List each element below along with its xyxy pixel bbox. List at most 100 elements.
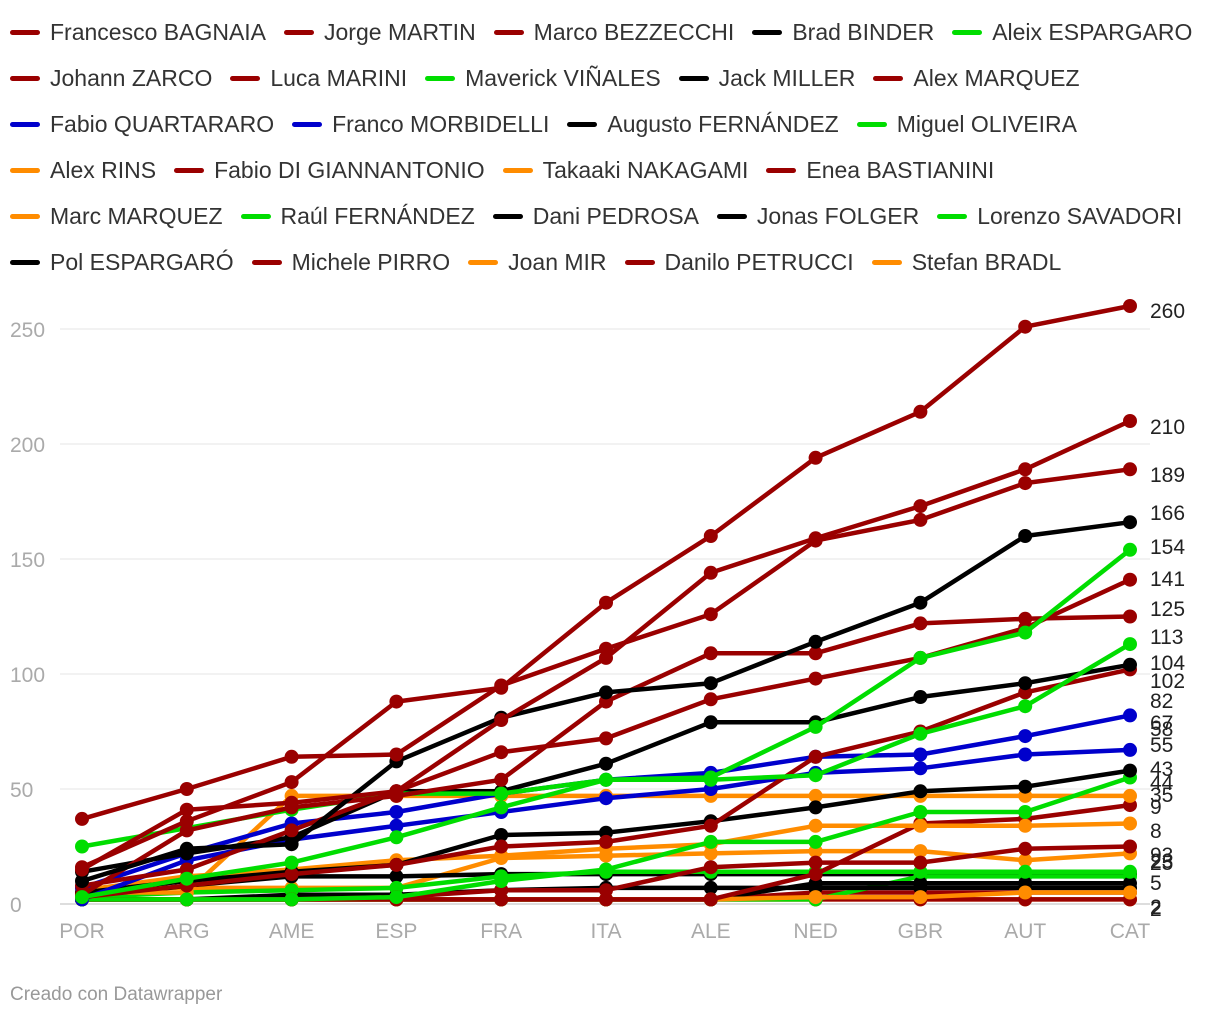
x-tick-label: POR — [59, 920, 105, 943]
data-point — [1123, 299, 1137, 313]
end-value-label: 8 — [1150, 820, 1162, 843]
data-point — [703, 892, 718, 907]
data-point — [1123, 708, 1137, 723]
end-value-label: 55 — [1150, 734, 1173, 757]
series-alex-marquez — [75, 662, 1137, 905]
x-tick-label: NED — [793, 920, 837, 943]
data-point — [913, 818, 928, 833]
data-point — [808, 749, 823, 764]
data-point — [913, 595, 928, 610]
legend-label: Raúl FERNÁNDEZ — [280, 202, 475, 229]
data-point — [1123, 816, 1137, 831]
legend-swatch — [230, 75, 261, 81]
legend-swatch — [10, 121, 40, 127]
end-value-label: 141 — [1150, 568, 1185, 591]
data-point — [75, 874, 89, 888]
data-point — [1123, 515, 1137, 530]
legend-label: Miguel OLIVEIRA — [896, 110, 1077, 137]
legend-item: Enea BASTIANINI — [766, 148, 994, 192]
end-value-label: 9 — [1150, 796, 1162, 819]
legend-label: Brad BINDER — [792, 18, 935, 45]
legend-item: Luca MARINI — [230, 56, 407, 100]
data-point — [703, 880, 718, 895]
data-point — [703, 646, 718, 661]
data-point — [389, 857, 404, 872]
legend-swatch — [468, 259, 499, 265]
end-value-label: 58 — [1150, 718, 1173, 741]
legend-label: Lorenzo SAVADORI — [977, 202, 1183, 229]
data-point — [703, 607, 718, 622]
end-value-label: 2 — [1150, 898, 1162, 921]
end-value-label: 35 — [1150, 784, 1173, 807]
legend-label: Danilo PETRUCCI — [664, 248, 854, 275]
data-point — [1123, 763, 1137, 778]
data-point — [599, 834, 613, 849]
legend-item: Dani PEDROSA — [492, 194, 699, 238]
data-point — [1018, 625, 1033, 640]
data-point — [1018, 729, 1033, 744]
data-point — [913, 726, 928, 741]
data-point — [75, 860, 89, 875]
data-point — [599, 650, 613, 665]
legend-item: Marc MARQUEZ — [10, 194, 223, 238]
data-point — [1018, 779, 1033, 794]
data-point — [599, 791, 613, 806]
legend-item: Johann ZARCO — [10, 56, 212, 100]
legend-label: Fabio QUARTARARO — [50, 110, 275, 137]
y-tick-label: 0 — [10, 894, 22, 917]
data-point — [494, 828, 509, 842]
data-point — [599, 756, 613, 771]
legend-swatch — [937, 213, 968, 219]
end-value-label: 125 — [1150, 598, 1185, 621]
end-value-label: 260 — [1150, 300, 1185, 323]
data-point — [703, 818, 718, 833]
data-point — [284, 823, 299, 838]
x-tick-label: CAT — [1110, 920, 1151, 943]
data-point — [913, 499, 928, 514]
end-value-label: 210 — [1150, 416, 1185, 439]
end-value-label: 189 — [1150, 464, 1185, 487]
data-point — [1018, 818, 1033, 833]
y-tick-label: 100 — [10, 664, 45, 687]
data-point — [1123, 572, 1137, 587]
data-point — [703, 860, 718, 875]
data-point — [1123, 788, 1137, 803]
data-point — [494, 786, 509, 801]
legend-label: Maverick VIÑALES — [465, 64, 661, 91]
data-point — [703, 676, 718, 691]
data-point — [1123, 742, 1137, 757]
data-point — [389, 818, 404, 833]
y-tick-label: 250 — [10, 319, 45, 342]
legend-item: Stefan BRADL — [871, 240, 1061, 284]
data-point — [389, 784, 404, 799]
data-point — [1018, 864, 1033, 879]
data-point — [599, 862, 613, 877]
data-point — [75, 890, 89, 905]
legend-swatch — [492, 213, 523, 219]
legend-label: Takaaki NAKAGAMI — [542, 156, 749, 183]
data-point — [808, 671, 823, 686]
data-point — [494, 745, 509, 760]
legend-swatch — [240, 213, 271, 219]
data-point — [1018, 885, 1033, 900]
legend-label: Jonas FOLGER — [756, 202, 920, 229]
data-point — [1123, 885, 1137, 900]
x-tick-label: ALE — [691, 920, 731, 943]
data-point — [599, 595, 613, 610]
data-point — [494, 772, 509, 787]
data-point — [703, 529, 718, 543]
data-point — [913, 876, 928, 891]
legend-label: Marc MARQUEZ — [50, 202, 223, 229]
data-point — [808, 855, 823, 870]
data-point — [599, 772, 613, 787]
legend-swatch — [871, 259, 902, 265]
end-value-label: 2 — [1150, 896, 1162, 919]
data-point — [808, 450, 823, 465]
legend-label: Francesco BAGNAIA — [50, 18, 267, 45]
legend-item: Augusto FERNÁNDEZ — [567, 102, 839, 146]
legend-label: Marco BEZZECCHI — [533, 18, 735, 45]
legend-label: Franco MORBIDELLI — [332, 110, 550, 137]
data-point — [284, 892, 299, 907]
data-point — [1123, 609, 1137, 624]
data-point — [913, 690, 928, 704]
